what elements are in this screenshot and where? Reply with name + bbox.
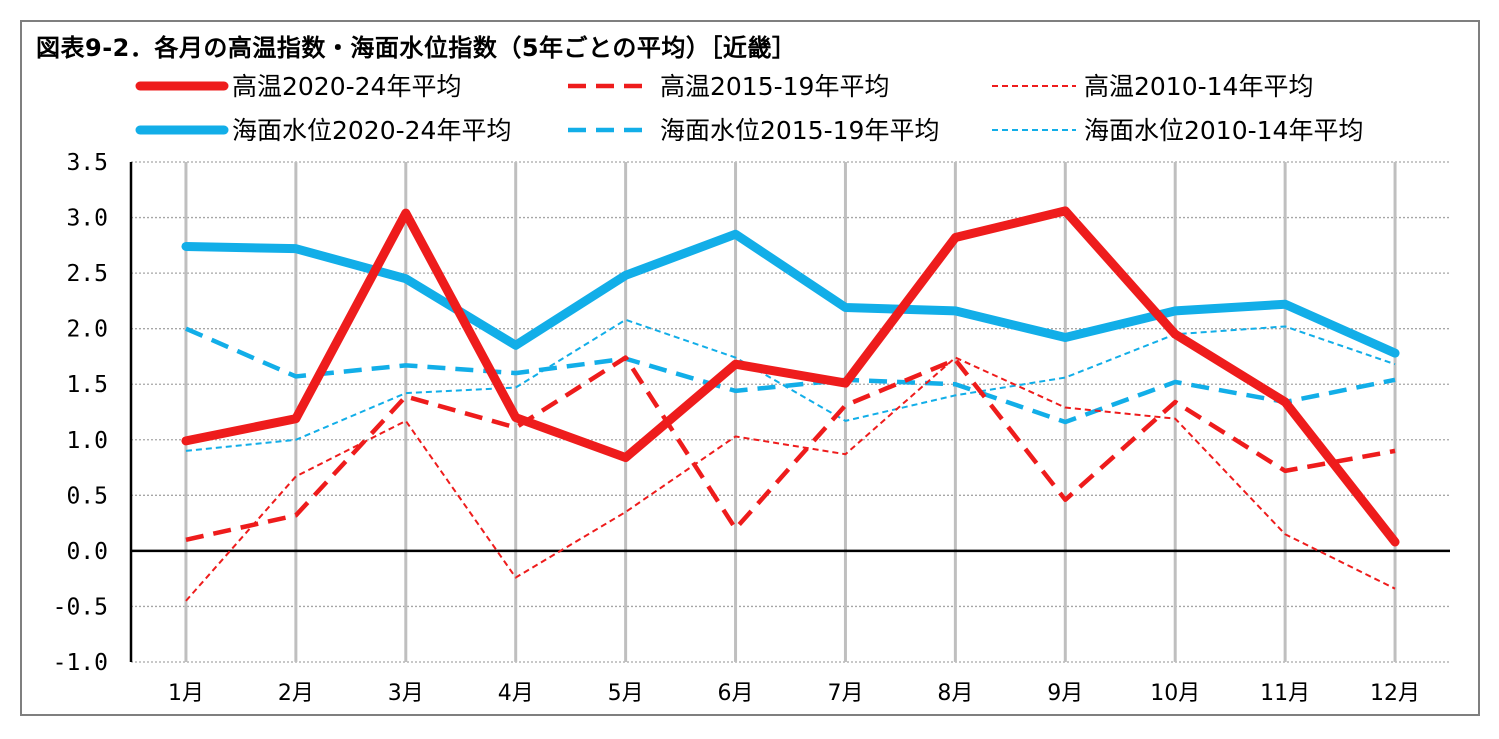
- y-tick-label: 3.0: [66, 206, 108, 232]
- series-line-0: [181, 206, 1400, 547]
- x-tick-label: 2月: [278, 681, 314, 706]
- grid-layer: [131, 161, 1450, 663]
- y-tick-label: 2.0: [66, 317, 108, 343]
- chart-title: 図表9-2．各月の高温指数・海面水位指数（5年ごとの平均）［近畿］: [36, 34, 797, 62]
- x-tick-label: 4月: [498, 681, 534, 706]
- legend-label-1: 高温2015-19年平均: [660, 72, 889, 101]
- x-tick-label: 8月: [937, 681, 973, 706]
- series-line-3: [181, 229, 1400, 358]
- x-tick-label: 7月: [827, 681, 863, 706]
- x-tick-label: 1月: [168, 681, 204, 706]
- y-tick-label: 0.5: [66, 483, 108, 509]
- y-tick-label: 1.0: [66, 428, 108, 454]
- series-line-2: [185, 356, 1396, 602]
- x-tick-label: 12月: [1370, 681, 1420, 706]
- legend-label-3: 海面水位2020-24年平均: [232, 116, 511, 145]
- x-tick-label: 10月: [1150, 681, 1200, 706]
- series-line-4: [185, 326, 1396, 425]
- x-tick-label: 9月: [1047, 681, 1083, 706]
- y-tick-label: 3.5: [66, 150, 108, 176]
- y-tick-label: -0.5: [53, 594, 108, 620]
- legend-label-5: 海面水位2010-14年平均: [1084, 116, 1363, 145]
- legend-label-2: 高温2010-14年平均: [1084, 72, 1313, 101]
- series-line-5: [185, 318, 1396, 452]
- axis-layer: 3.5 3.0 2.5 2.0 1.5 1.0 0.5 0.0 -0.5 -1.0 1月 2月 3月 4月…: [53, 150, 1450, 706]
- y-tick-label: 1.5: [66, 372, 108, 398]
- y-tick-label: 0.0: [66, 539, 108, 565]
- series-line-1: [185, 355, 1396, 542]
- x-tick-label: 11月: [1260, 681, 1310, 706]
- y-tick-label: -1.0: [53, 650, 108, 676]
- legend-label-0: 高温2020-24年平均: [232, 72, 461, 101]
- x-tick-label: 6月: [718, 681, 754, 706]
- y-tick-label: 2.5: [66, 261, 108, 287]
- legend-label-4: 海面水位2015-19年平均: [660, 116, 939, 145]
- x-tick-label: 3月: [388, 681, 424, 706]
- x-tick-label: 5月: [608, 681, 644, 706]
- legend: 高温2020-24年平均 高温2015-19年平均 高温2010-14年平均海面水位…: [135, 72, 1363, 145]
- series-layer: [181, 206, 1400, 602]
